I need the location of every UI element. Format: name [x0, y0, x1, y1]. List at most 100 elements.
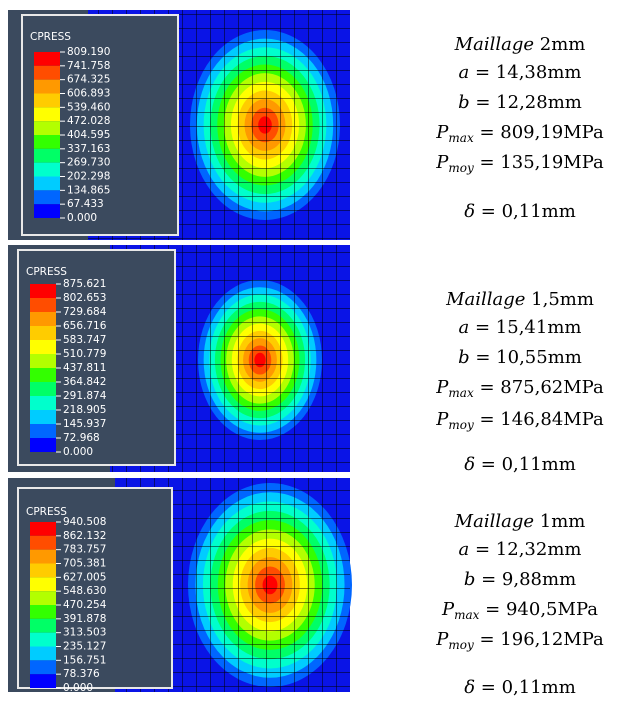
legend-value: 145.937 [63, 418, 106, 430]
caption-symbol: Maillage [454, 34, 534, 55]
caption-value: = 146,84MPa [474, 409, 604, 430]
legend-value: 437.811 [63, 362, 106, 374]
legend-value: 67.433 [67, 198, 104, 210]
caption-value: 2mm [534, 34, 585, 55]
legend-value: 656.716 [63, 320, 107, 332]
legend-swatch [30, 438, 56, 452]
legend-value: 606.893 [67, 88, 110, 100]
legend-swatch [30, 312, 56, 326]
caption-value: = 875,62MPa [474, 377, 604, 398]
contour-panel: CPRESS 809.190 741.758 674.325 606.893539.46… [8, 10, 350, 240]
legend-value: 313.503 [63, 627, 106, 639]
legend-value: 291.874 [63, 390, 107, 402]
caption-symbol: P [435, 152, 449, 173]
legend-swatch [34, 121, 60, 135]
legend-value: 218.905 [63, 404, 106, 416]
caption-line: Pmoy = 196,12MPa [435, 629, 604, 652]
legend-value: 539.460 [67, 101, 110, 113]
legend-value: 875.621 [63, 278, 106, 290]
legend-value: 674.325 [67, 74, 110, 86]
caption-subscript: max [448, 386, 474, 400]
caption-subscript: moy [448, 161, 474, 175]
caption-value: = 14,38mm [469, 62, 581, 83]
legend-swatch [30, 424, 56, 438]
legend-swatch [30, 577, 56, 592]
caption-symbol: δ [464, 201, 475, 222]
caption-value: = 809,19MPa [474, 122, 604, 143]
legend-swatch [30, 326, 56, 340]
caption-value: = 12,32mm [469, 539, 581, 560]
caption-line: Pmax = 875,62MPa [435, 377, 604, 400]
legend-value: 235.127 [63, 641, 106, 653]
caption-line: Pmax = 809,19MPa [435, 122, 604, 145]
legend-swatch [30, 340, 56, 354]
caption-value: 1,5mm [525, 289, 593, 310]
legend-swatch [30, 618, 56, 633]
legend-value: 705.381 [63, 558, 106, 570]
legend-swatch [34, 93, 60, 108]
caption-symbol: P [435, 377, 449, 398]
legend-title: CPRESS [26, 266, 67, 278]
caption-symbol: a [459, 62, 470, 83]
caption-value: = 0,11mm [475, 201, 576, 222]
legend-value: 940.508 [63, 516, 106, 528]
caption-symbol: b [464, 569, 476, 590]
legend-value: 202.298 [67, 171, 110, 183]
caption-symbol: P [435, 122, 449, 143]
legend-value: 548.630 [63, 585, 106, 597]
legend-value: 472.028 [67, 115, 110, 127]
caption-line: a = 15,41mm [459, 317, 582, 338]
caption-line: a = 14,38mm [459, 62, 582, 83]
legend-swatch [30, 535, 56, 550]
caption-value: = 12,28mm [470, 92, 582, 113]
caption-line: Maillage 1,5mm [445, 289, 594, 310]
legend-value: 583.747 [63, 334, 106, 346]
legend-value: 134.865 [67, 184, 110, 196]
legend-value: 364.842 [63, 376, 106, 388]
legend-swatch [30, 591, 56, 605]
legend-swatch [34, 148, 60, 163]
legend-swatch [30, 284, 56, 298]
legend-value: 510.779 [63, 348, 106, 360]
legend-value: 0.000 [63, 682, 93, 694]
caption-value: = 9,88mm [475, 569, 576, 590]
legend-value: 269.730 [67, 157, 110, 169]
legend-value: 404.595 [67, 129, 110, 141]
legend-value: 156.751 [63, 654, 106, 666]
legend-swatch [30, 396, 56, 410]
caption-subscript: moy [448, 638, 474, 652]
caption-line: Pmax = 940,5MPa [441, 599, 598, 622]
legend-swatch [34, 52, 60, 66]
caption-value: = 135,19MPa [474, 152, 604, 173]
legend-value: 78.376 [63, 668, 100, 680]
caption-symbol: Maillage [445, 289, 525, 310]
legend-title: CPRESS [26, 506, 67, 518]
caption-subscript: max [454, 608, 480, 622]
legend-value: 783.757 [63, 544, 106, 556]
legend-swatch [30, 410, 56, 424]
caption-line: b = 12,28mm [458, 92, 582, 113]
legend-value: 627.005 [63, 571, 106, 583]
legend-swatch [30, 660, 56, 675]
legend-swatch [34, 107, 60, 122]
caption-symbol: P [435, 409, 449, 430]
caption-symbol: P [435, 629, 449, 650]
caption-line: Pmoy = 146,84MPa [435, 409, 604, 432]
legend-swatch [34, 204, 60, 218]
caption-value: 1mm [534, 511, 585, 532]
caption-symbol: a [459, 317, 470, 338]
legend-value: 729.684 [63, 306, 107, 318]
legend-swatch [30, 368, 56, 382]
legend-value: 862.132 [63, 530, 106, 542]
legend-value: 802.653 [63, 292, 106, 304]
legend-swatch [30, 522, 56, 536]
caption-line: b = 10,55mm [458, 347, 582, 368]
legend-swatch [30, 298, 56, 312]
legend-swatch [34, 135, 60, 149]
legend-value: 72.968 [63, 432, 100, 444]
legend-swatch [30, 549, 56, 564]
caption-value: = 940,5MPa [479, 599, 598, 620]
legend-value: 470.254 [63, 599, 107, 611]
